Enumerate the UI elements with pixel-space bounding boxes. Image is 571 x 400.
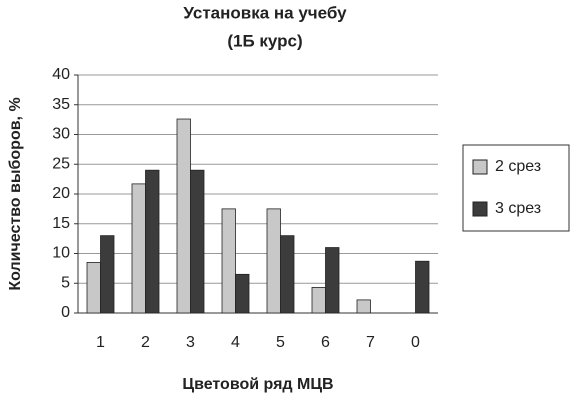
x-tick-label: 4	[231, 334, 240, 351]
y-tick-label: 0	[61, 304, 70, 321]
legend-swatch	[472, 159, 488, 175]
y-tick-label: 15	[52, 215, 70, 232]
chart-subtitle: (1Б курс)	[227, 31, 302, 50]
bar	[176, 118, 191, 314]
y-tick-label: 35	[52, 96, 70, 113]
legend-box	[462, 144, 570, 232]
bar	[221, 208, 236, 314]
bar	[266, 208, 281, 314]
bar	[280, 235, 295, 314]
legend-label: 3 срез	[495, 200, 541, 217]
bar	[356, 299, 371, 314]
y-tick-label: 5	[61, 274, 70, 291]
y-axis-label: Количество выборов, %	[7, 97, 24, 290]
bar	[311, 287, 326, 314]
bar	[235, 273, 250, 314]
bar	[100, 235, 115, 314]
chart-title: Установка на учебу	[183, 3, 347, 22]
y-tick-label: 10	[52, 245, 70, 262]
x-tick-label: 6	[321, 334, 330, 351]
bar	[325, 247, 340, 314]
bar	[145, 169, 160, 314]
bar	[415, 260, 430, 314]
x-tick-label: 0	[411, 334, 420, 351]
legend-swatch	[472, 201, 488, 217]
x-tick-label: 2	[141, 334, 150, 351]
bar	[86, 262, 101, 314]
bar	[131, 183, 146, 314]
y-tick-label: 40	[52, 66, 70, 83]
y-tick-label: 25	[52, 155, 70, 172]
y-tick-label: 30	[52, 126, 70, 143]
x-tick-label: 1	[96, 334, 105, 351]
y-tick-label: 20	[52, 185, 70, 202]
x-tick-label: 7	[366, 334, 375, 351]
x-tick-label: 5	[276, 334, 285, 351]
x-tick-label: 3	[186, 334, 195, 351]
bar	[190, 169, 205, 314]
legend-label: 2 срез	[495, 158, 541, 175]
x-axis-label: Цветовой ряд МЦВ	[182, 376, 333, 393]
